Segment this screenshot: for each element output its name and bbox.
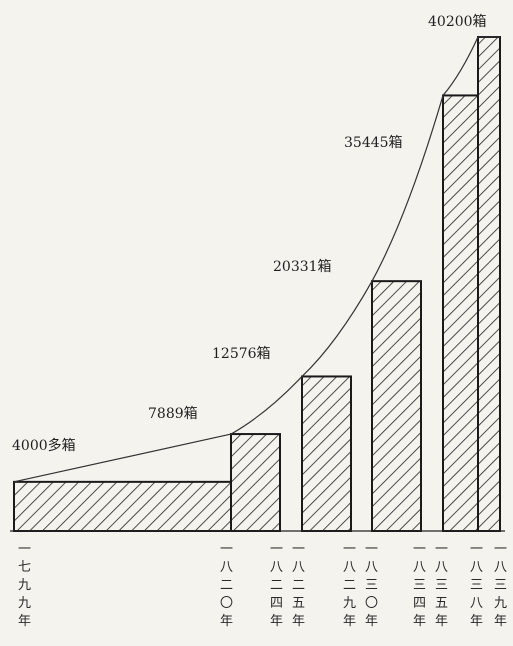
tick-char: 八	[365, 560, 378, 575]
tick-char: 四	[270, 596, 283, 611]
x-tick-labels-group: 一七九九年一八二〇年一八二四年一八二五年一八二九年一八三〇年一八三四年一八三五年…	[18, 542, 507, 629]
tick-char: 年	[413, 614, 426, 629]
tick-char: 年	[470, 614, 483, 629]
tick-char: 二	[292, 578, 305, 593]
bars-group	[13, 36, 501, 532]
tick-char: 五	[435, 596, 448, 611]
bar-label-6: 40200箱	[428, 14, 487, 30]
tick-char: 九	[18, 578, 31, 593]
tick-char: 二	[343, 578, 356, 593]
tick-char: 八	[435, 560, 448, 575]
tick-char: 〇	[365, 596, 378, 611]
bar-6	[477, 36, 501, 532]
tick-char: 八	[220, 560, 233, 575]
tick-char: 二	[220, 578, 233, 593]
tick-char: 〇	[220, 596, 233, 611]
tick-char: 年	[365, 614, 378, 629]
tick-char: 一	[270, 542, 283, 557]
tick-char: 七	[18, 560, 31, 575]
tick-char: 九	[494, 596, 507, 611]
tick-char: 三	[435, 578, 448, 593]
tick-char: 九	[18, 596, 31, 611]
tick-char: 一	[18, 542, 31, 557]
tick-char: 一	[220, 542, 233, 557]
tick-char: 三	[413, 578, 426, 593]
tick-char: 八	[270, 560, 283, 575]
tick-char: 八	[470, 560, 483, 575]
tick-char: 三	[470, 578, 483, 593]
tick-char: 一	[413, 542, 426, 557]
tick-char: 年	[270, 614, 283, 629]
tick-char: 年	[494, 614, 507, 629]
tick-char: 年	[220, 614, 233, 629]
trend-line	[13, 36, 500, 483]
tick-char: 八	[292, 560, 305, 575]
tick-char: 三	[494, 578, 507, 593]
bar-label-4: 20331箱	[273, 259, 332, 275]
tick-char: 九	[343, 596, 356, 611]
tick-char: 年	[18, 614, 31, 629]
tick-char: 八	[470, 596, 483, 611]
tick-char: 一	[494, 542, 507, 557]
tick-char: 年	[343, 614, 356, 629]
bar-1	[13, 480, 232, 532]
tick-char: 八	[494, 560, 507, 575]
tick-char: 四	[413, 596, 426, 611]
tick-char: 八	[343, 560, 356, 575]
tick-char: 一	[343, 542, 356, 557]
tick-char: 八	[413, 560, 426, 575]
tick-char: 三	[365, 578, 378, 593]
bar-label-2: 7889箱	[148, 406, 198, 422]
tick-char: 一	[365, 542, 378, 557]
tick-char: 年	[292, 614, 305, 629]
tick-char: 一	[470, 542, 483, 557]
bar-label-5: 35445箱	[344, 135, 403, 151]
tick-char: 五	[292, 596, 305, 611]
tick-char: 年	[435, 614, 448, 629]
bar-5	[442, 94, 479, 532]
bar-label-3: 12576箱	[212, 346, 271, 362]
tick-char: 一	[435, 542, 448, 557]
data-labels-group: 4000多箱 7889箱 12576箱 20331箱 35445箱 40200箱	[12, 14, 487, 454]
bar-label-1: 4000多箱	[12, 437, 76, 454]
bar-4	[371, 280, 422, 532]
bar-2	[230, 433, 281, 532]
bar-3	[301, 375, 352, 532]
tick-char: 一	[292, 542, 305, 557]
tick-char: 二	[270, 578, 283, 593]
